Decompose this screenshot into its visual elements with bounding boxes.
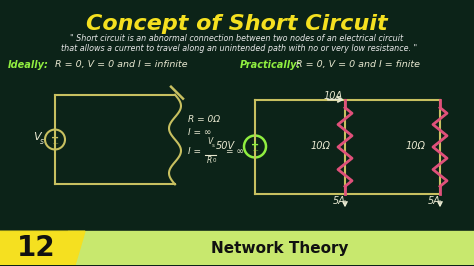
- Text: R: R: [206, 156, 211, 165]
- Text: 10Ω: 10Ω: [406, 142, 426, 152]
- Text: Practically:: Practically:: [240, 60, 301, 70]
- Polygon shape: [58, 231, 474, 265]
- Text: 10Ω: 10Ω: [311, 142, 331, 152]
- Text: +: +: [51, 132, 59, 143]
- Text: that allows a current to travel along an unintended path with no or very low res: that allows a current to travel along an…: [56, 44, 418, 53]
- Text: Ideally:: Ideally:: [8, 60, 49, 70]
- Text: —: —: [252, 148, 258, 153]
- Text: R = 0, V = 0 and I = infinite: R = 0, V = 0 and I = infinite: [52, 60, 188, 69]
- Text: —: —: [52, 141, 58, 146]
- Text: 10A: 10A: [323, 91, 343, 101]
- Text: Concept of Short Circuit: Concept of Short Circuit: [86, 14, 388, 34]
- Text: Network Theory: Network Theory: [211, 241, 349, 256]
- Text: 5A: 5A: [333, 196, 346, 206]
- Text: s: s: [40, 137, 44, 146]
- Text: V: V: [207, 138, 213, 147]
- Text: 5A: 5A: [428, 196, 441, 206]
- Text: +: +: [251, 139, 259, 149]
- Text: " Short circuit is an abnormal connection between two nodes of an electrical cir: " Short circuit is an abnormal connectio…: [71, 34, 403, 43]
- Text: 12: 12: [17, 234, 55, 262]
- Text: R = 0, V = 0 and I = finite: R = 0, V = 0 and I = finite: [293, 60, 420, 69]
- Text: s: s: [211, 143, 214, 148]
- Text: 0: 0: [212, 159, 216, 163]
- Polygon shape: [0, 231, 85, 265]
- Text: V: V: [33, 131, 41, 142]
- Text: 50V: 50V: [216, 142, 235, 152]
- Text: R = 0Ω: R = 0Ω: [188, 115, 220, 124]
- Text: = ∞: = ∞: [226, 147, 244, 156]
- Text: I =: I =: [188, 147, 201, 156]
- Text: I = ∞: I = ∞: [188, 128, 211, 136]
